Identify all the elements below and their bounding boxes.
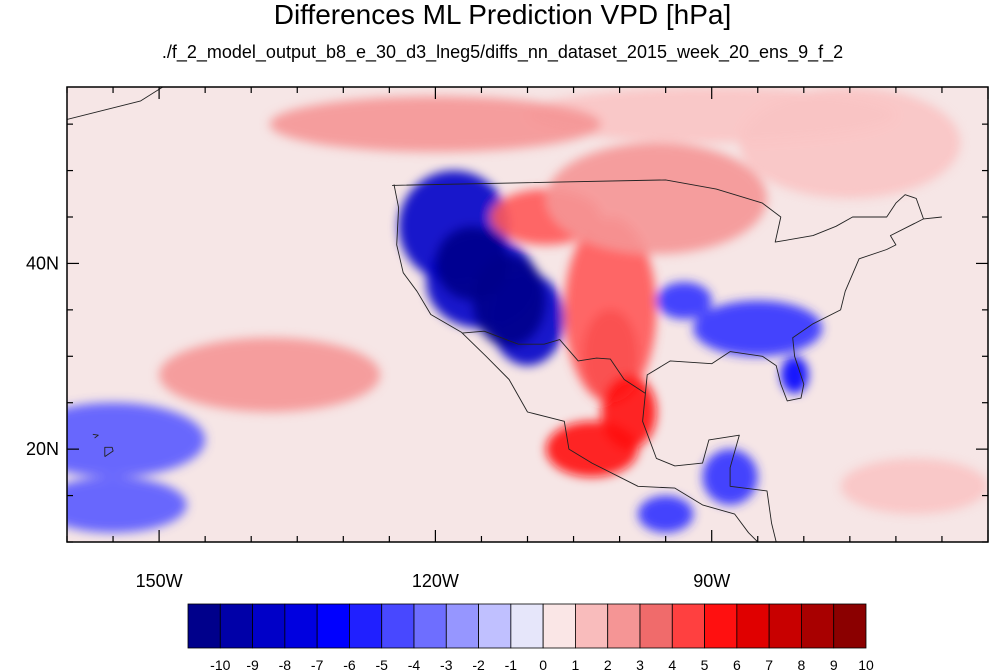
colorbar-label: -1: [505, 657, 518, 672]
colorbar: -10 -9 -8 -7 -6 -5 -4 -3 -2 -1 0 1 2 3 4 5 6 7 8 9 10: [187, 603, 874, 672]
hawaii-negative-region: [67, 402, 206, 477]
colorbar-label: 3: [636, 657, 644, 672]
florida-negative-region: [780, 356, 809, 394]
country-borders: [67, 87, 942, 542]
colorbar-swatch: [575, 603, 609, 649]
colorbar-label: -6: [343, 657, 356, 672]
colorbar-swatch: [381, 603, 415, 649]
colorbar-swatch: [607, 603, 641, 649]
colorbar-label: -5: [375, 657, 388, 672]
colorbar-label: 2: [604, 657, 612, 672]
colorbar-swatch: [510, 603, 544, 649]
y-tick-label: 40N: [26, 253, 59, 273]
colorbar-swatch: [704, 603, 738, 649]
map-axes: [66, 87, 989, 543]
border-line: [462, 330, 646, 394]
hawaii-negative-region: [67, 477, 187, 533]
colorbar-swatch: [671, 603, 705, 649]
colorbar-swatch: [478, 603, 512, 649]
colorbar-label: -4: [408, 657, 421, 672]
colorbar-swatch: [349, 603, 383, 649]
colorbar-label: -3: [440, 657, 453, 672]
y-tick-label: 20N: [26, 439, 59, 459]
difference-field: [67, 87, 988, 533]
colorbar-label: 8: [798, 657, 806, 672]
colorbar-swatch: [639, 603, 673, 649]
pacific-positive-region: [269, 96, 602, 152]
southeast-negative-region: [693, 300, 823, 357]
colorbar-swatch: [284, 603, 318, 649]
border-line: [104, 446, 114, 457]
colorbar-swatch: [445, 603, 479, 649]
colorbar-swatch: [219, 603, 253, 649]
north-atlantic-positive-region: [840, 458, 988, 515]
plains-positive-region: [564, 217, 657, 403]
colorbar-swatch: [768, 603, 802, 649]
map-axis-labels: 150W 120W 90W 40N 20N: [26, 253, 730, 591]
central-america-negative-region: [638, 495, 694, 533]
colorbar-swatch: [542, 603, 576, 649]
colorbar-label: -7: [311, 657, 324, 672]
colorbar-label: 9: [830, 657, 838, 672]
border-line: [92, 433, 99, 439]
colorbar-label: 0: [539, 657, 547, 672]
colorbar-swatch: [187, 603, 221, 649]
colorbar-swatch: [801, 603, 835, 649]
chart-title: Differences ML Prediction VPD [hPa]: [273, 0, 732, 30]
chart-subtitle: ./f_2_model_output_b8_e_30_d3_lneg5/diff…: [161, 42, 844, 62]
colorbar-swatch: [252, 603, 286, 649]
x-tick-label: 150W: [136, 571, 183, 591]
border-line: [393, 184, 759, 542]
colorbar-swatch: [316, 603, 350, 649]
colorbar-label: -10: [210, 657, 230, 672]
colorbar-swatch: [736, 603, 770, 649]
x-tick-label: 90W: [693, 571, 730, 591]
border-line: [392, 179, 924, 243]
colorbar-label: -8: [279, 657, 292, 672]
southwest-negative-region: [472, 254, 546, 347]
map-plot-area: [67, 87, 988, 542]
border-line: [67, 87, 164, 120]
colorbar-label: 6: [733, 657, 741, 672]
colorbar-label: -9: [246, 657, 259, 672]
pacific-positive-region: [545, 142, 767, 255]
pacific-positive-region: [159, 337, 381, 412]
southeast-negative-region: [656, 282, 712, 320]
colorbar-label: 7: [765, 657, 773, 672]
colorbar-swatch: [833, 603, 867, 649]
border-line: [642, 393, 777, 542]
colorbar-label: 1: [572, 657, 580, 672]
colorbar-label: 10: [858, 657, 874, 672]
colorbar-swatch: [413, 603, 447, 649]
mexico-positive-region: [601, 374, 657, 450]
border-line: [644, 216, 942, 402]
colorbar-label: 4: [668, 657, 676, 672]
north-atlantic-positive-region: [527, 87, 896, 143]
colorbar-label: -2: [472, 657, 485, 672]
colorbar-label: 5: [701, 657, 709, 672]
x-tick-label: 120W: [412, 571, 459, 591]
